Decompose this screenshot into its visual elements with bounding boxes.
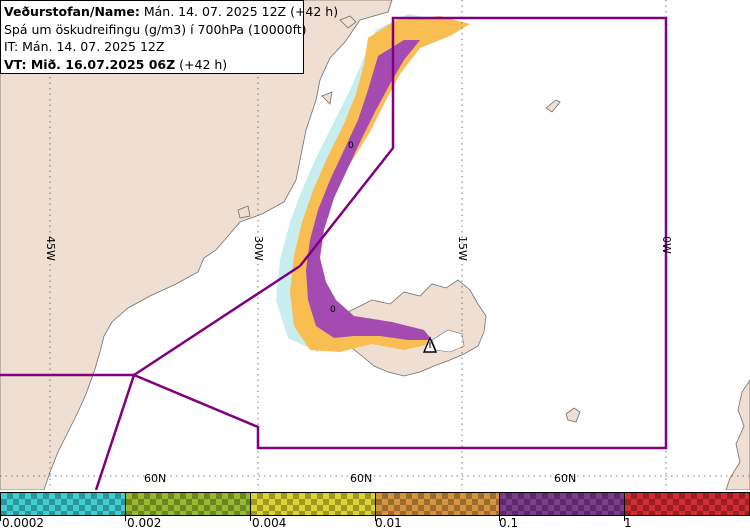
valid-offset: (+42 h) — [175, 56, 228, 72]
ash-fringe — [276, 14, 440, 352]
legend-label-5: 1 — [624, 516, 632, 530]
legend-swatch-0 — [0, 492, 126, 516]
meridian-label-15w: 15W — [456, 236, 469, 261]
legend-swatch-1 — [125, 492, 251, 516]
issuer-line: Veðurstofan/Name: Mán. 14. 07. 2025 12Z … — [4, 3, 338, 21]
fir-boundary — [0, 16, 668, 490]
legend-swatch-3 — [375, 492, 500, 516]
legend-tick — [0, 516, 1, 521]
legend-tick — [125, 516, 126, 521]
concentration-legend: 0.0002 0.002 0.004 0.01 0.1 1 — [0, 490, 750, 532]
meridian-label-45w: 45W — [44, 236, 57, 261]
legend-label-2: 0.004 — [252, 516, 287, 530]
legend-swatch-2 — [250, 492, 376, 516]
legend-tick — [624, 516, 625, 521]
legend-swatch-5 — [624, 492, 750, 516]
legend-tick — [499, 516, 500, 521]
jan-mayen-island — [545, 99, 561, 113]
forecast-info-box: Veðurstofan/Name: Mán. 14. 07. 2025 12Z … — [0, 0, 338, 74]
legend-label-4: 0.1 — [499, 516, 519, 530]
glacier — [431, 329, 465, 353]
contour-label: 0 — [348, 141, 354, 151]
issuer-label: Veðurstofan/Name: — [4, 4, 140, 19]
parallel-label-60n-2: 60N — [350, 472, 372, 485]
legend-tick — [375, 516, 376, 521]
parallel-label-60n-1: 60N — [144, 472, 166, 485]
meridian-label-30w: 30W — [252, 236, 265, 261]
issue-time: IT: Mán. 14. 07. 2025 12Z — [4, 39, 165, 54]
ash-forecast-map: 45W 30W 15W 0W 60N 60N 60N 0 0 — [0, 0, 750, 490]
valid-time-line: VT: Mið. 16.07.2025 06Z (+42 h) — [4, 56, 300, 74]
issuer-time: Mán. 14. 07. 2025 12Z (+42 h) — [139, 4, 339, 19]
volcano-warning-icon — [422, 336, 438, 353]
legend-label-3: 0.01 — [375, 516, 402, 530]
meridian-label-0w: 0W — [660, 236, 673, 254]
contour-label: 0 — [330, 305, 336, 315]
legend-tick — [250, 516, 251, 521]
faroe-islands — [565, 407, 581, 423]
legend-label-0: 0.0002 — [2, 516, 44, 530]
ash-high-concentration — [306, 40, 432, 340]
legend-swatch-4 — [499, 492, 625, 516]
greenland-landmass — [0, 0, 393, 490]
parallel-label-60n-3: 60N — [554, 472, 576, 485]
norway-coast — [725, 379, 750, 490]
greenland-islands — [237, 15, 357, 219]
legend-label-1: 0.002 — [127, 516, 162, 530]
valid-time: VT: Mið. 16.07.2025 06Z — [4, 56, 176, 72]
product-description: Spá um öskudreifingu (g/m3) í 700hPa (10… — [4, 21, 307, 37]
